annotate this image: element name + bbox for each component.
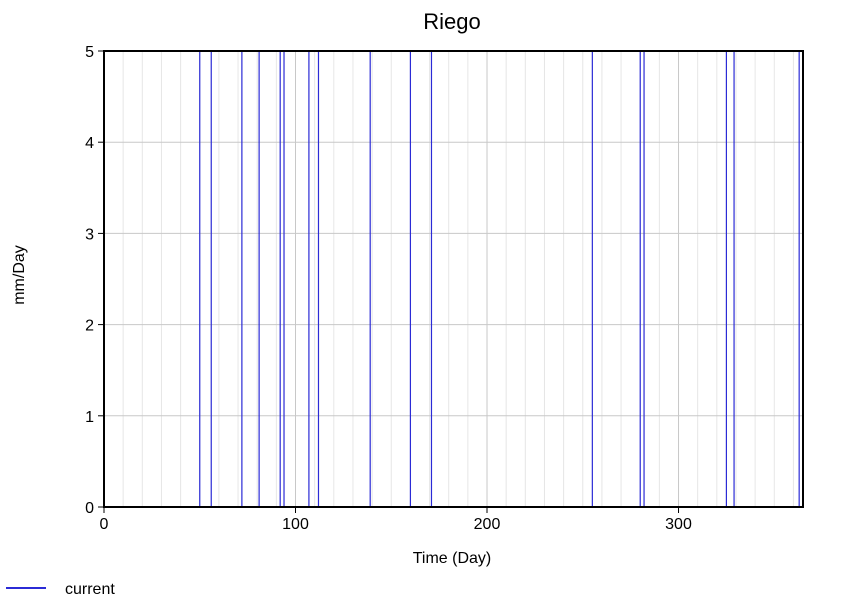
y-axis-label: mm/Day [11, 245, 28, 305]
y-tick-label: 2 [85, 318, 94, 335]
chart-title: Riego [423, 9, 480, 34]
legend: current [6, 581, 115, 598]
x-tick-label: 100 [282, 516, 309, 533]
legend-label-current: current [65, 581, 115, 598]
series-line-current [104, 50, 803, 508]
plot-frame [103, 50, 804, 508]
y-tick-label: 1 [85, 409, 94, 426]
x-tick-label: 300 [665, 516, 692, 533]
series-group [104, 50, 803, 508]
y-tick-label: 3 [85, 226, 94, 243]
y-tick-label: 0 [85, 500, 94, 517]
y-tick-label: 5 [85, 44, 94, 61]
y-tick-label: 4 [85, 135, 94, 152]
grid-lines [104, 51, 803, 507]
ticks-group: 0 100 200 300 0 1 2 3 4 5 [85, 44, 692, 533]
x-axis-label: Time (Day) [413, 550, 492, 567]
x-tick-label: 200 [474, 516, 501, 533]
x-tick-label: 0 [100, 516, 109, 533]
